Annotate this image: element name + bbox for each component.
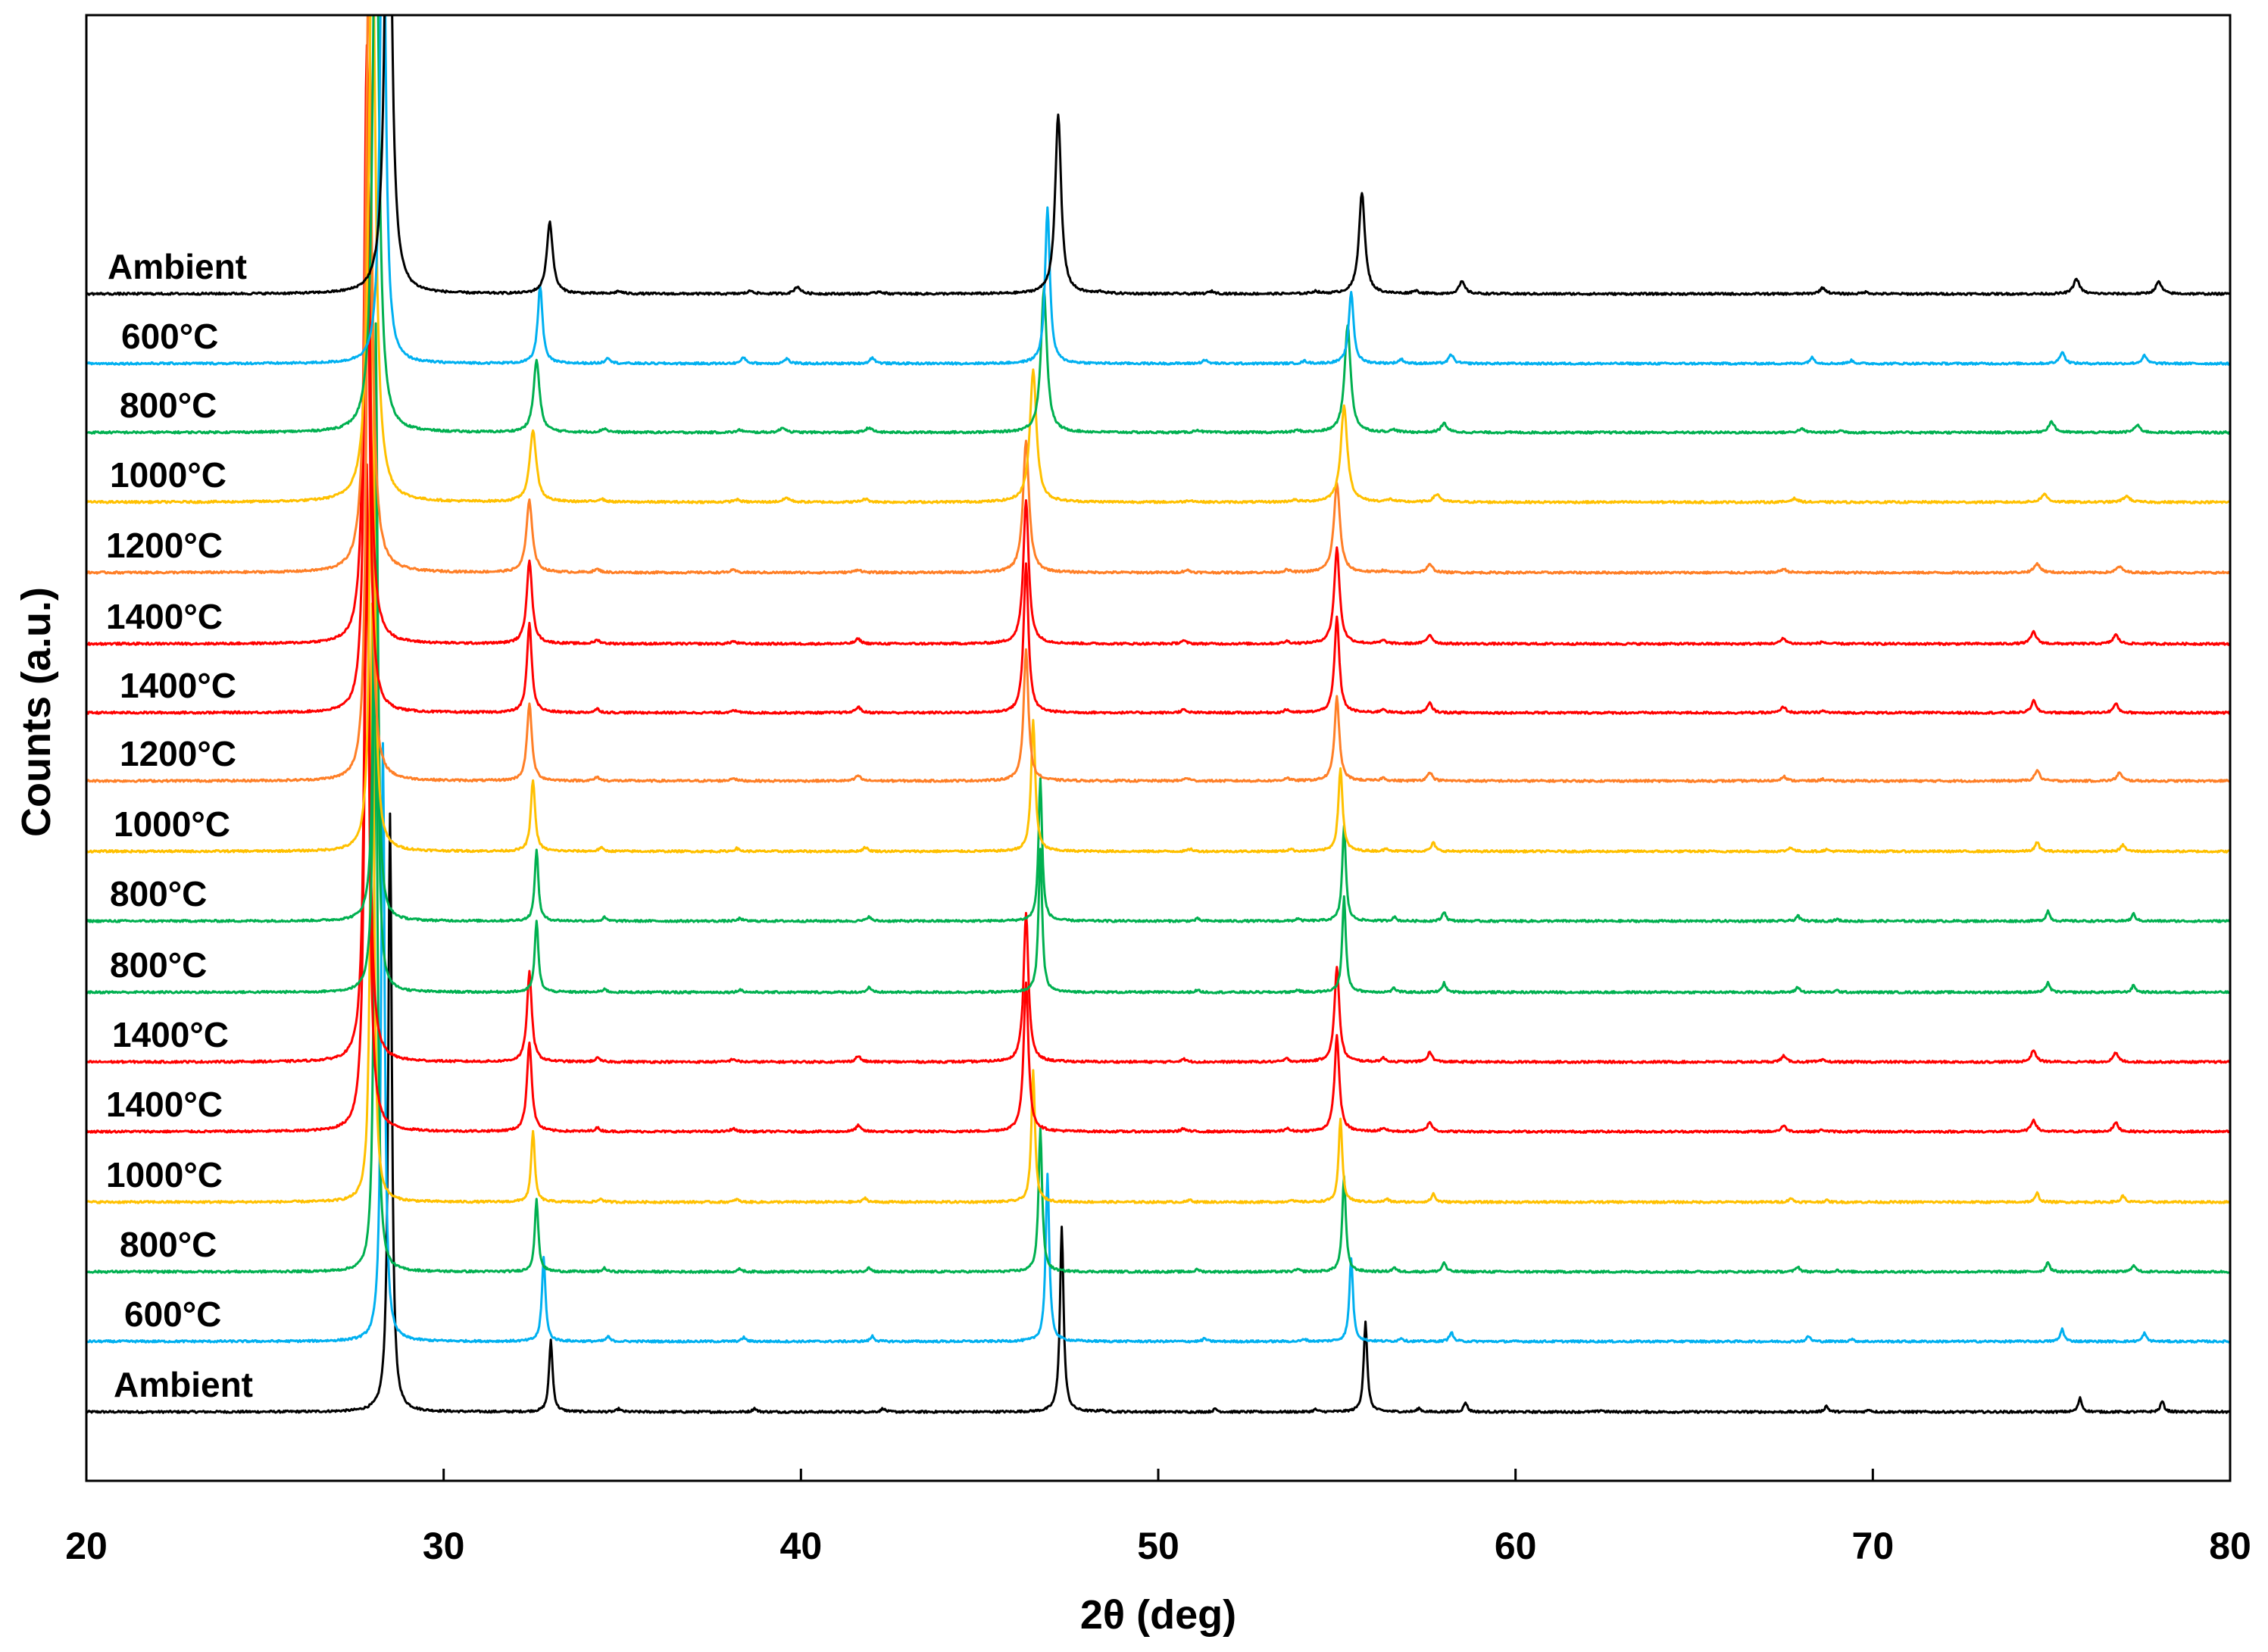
xrd-pattern-1400c xyxy=(86,463,2230,1064)
xrd-pattern-1400c xyxy=(86,112,2230,715)
xrd-pattern-1000c xyxy=(86,602,2230,1204)
pattern-label: Ambient xyxy=(108,247,247,286)
pattern-label: 600°C xyxy=(124,1294,221,1334)
x-axis-ticks: 20 30 40 50 60 70 80 xyxy=(65,1469,2251,1567)
xrd-pattern-1200c xyxy=(86,15,2230,575)
xrd-pattern-1000c xyxy=(86,251,2230,854)
x-tick-label: 40 xyxy=(780,1525,823,1567)
x-tick-label: 80 xyxy=(2209,1525,2251,1567)
x-tick-label: 50 xyxy=(1137,1525,1179,1567)
pattern-label: 1200°C xyxy=(106,526,223,565)
pattern-label: 800°C xyxy=(120,386,217,425)
x-tick-label: 30 xyxy=(423,1525,465,1567)
pattern-label: 800°C xyxy=(110,945,207,985)
xrd-pattern-800c xyxy=(86,673,2230,1274)
pattern-label: 1400°C xyxy=(112,1015,229,1054)
xrd-pattern-800c xyxy=(86,322,2230,923)
pattern-label: 1400°C xyxy=(120,666,236,705)
pattern-curves xyxy=(86,15,2230,1414)
pattern-label: 1000°C xyxy=(110,455,226,495)
x-tick-label: 20 xyxy=(65,1525,108,1567)
pattern-label: 1400°C xyxy=(106,597,223,636)
xrd-pattern-1400c xyxy=(86,532,2230,1134)
y-axis-title: Counts (a.u.) xyxy=(14,587,59,837)
xrd-pattern-1400c xyxy=(86,44,2230,646)
pattern-label: 1000°C xyxy=(114,804,230,844)
xrd-pattern-1000c xyxy=(86,15,2230,504)
xrd-pattern-600c xyxy=(86,15,2230,366)
pattern-label: 1200°C xyxy=(120,734,236,773)
pattern-label: Ambient xyxy=(114,1365,253,1404)
xrd-pattern-1200c xyxy=(86,182,2230,783)
pattern-labels: Ambient 600°C 800°C 1000°C 1200°C 1400°C 1400°… xyxy=(106,247,253,1404)
pattern-label: 1400°C xyxy=(106,1085,223,1124)
x-tick-label: 70 xyxy=(1852,1525,1895,1567)
pattern-label: 1000°C xyxy=(106,1155,223,1194)
xrd-pattern-ambient xyxy=(86,15,2230,296)
xrd-pattern-600c xyxy=(86,742,2230,1344)
x-axis-title: 2θ (deg) xyxy=(1080,1592,1236,1638)
xrd-pattern-800c xyxy=(86,392,2230,995)
pattern-label: 800°C xyxy=(110,874,207,913)
plot-frame xyxy=(85,14,2232,1482)
xrd-pattern-800c xyxy=(86,15,2230,435)
pattern-label: 600°C xyxy=(121,317,218,356)
pattern-label: 800°C xyxy=(120,1225,217,1264)
x-tick-label: 60 xyxy=(1495,1525,1537,1567)
xrd-pattern-ambient xyxy=(86,812,2230,1414)
